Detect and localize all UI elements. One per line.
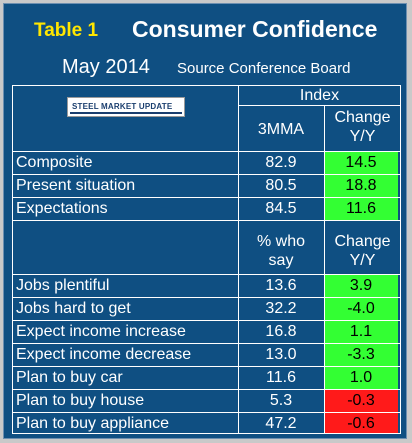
row-label-plan-to-buy-house: Plan to buy house: [16, 392, 145, 409]
grid-line: [12, 297, 401, 298]
change-cell-plan-to-buy-appliance: -0.6: [324, 412, 398, 434]
change-header-2-line1: Change: [334, 233, 391, 250]
grid-line: [324, 105, 325, 434]
change-value: 18.8: [345, 177, 377, 194]
source-note: Source Conference Board: [177, 60, 351, 77]
grid-line: [12, 151, 401, 152]
grid-line: [12, 85, 401, 86]
change-cell-plan-to-buy-car: 1.0: [324, 366, 398, 389]
change-value: -0.6: [347, 415, 375, 432]
row-label-jobs-plentiful: Jobs plentiful: [16, 277, 110, 294]
grid-line: [400, 85, 401, 434]
value-plan-to-buy-appliance: 47.2: [265, 415, 297, 432]
change-value: -4.0: [347, 300, 375, 317]
row-label-plan-to-buy-car: Plan to buy car: [16, 369, 123, 386]
grid-line: [12, 389, 401, 390]
subtitle-row: May 2014 Source Conference Board: [4, 56, 406, 80]
change-value: 1.0: [349, 369, 373, 386]
grid-line: [12, 220, 401, 221]
page-title: Consumer Confidence: [132, 16, 378, 42]
row-label-composite: Composite: [16, 154, 93, 171]
row-label-expect-income-increase: Expect income increase: [16, 323, 186, 340]
change-cell-jobs-plentiful: 3.9: [324, 274, 398, 297]
change-cell-plan-to-buy-house: -0.3: [324, 389, 398, 412]
steel-market-update-logo: STEEL MARKET UPDATE: [67, 97, 185, 117]
change-value: 3.9: [349, 277, 373, 294]
grid-line: [12, 433, 401, 434]
change-header-2-line2: Y/Y: [349, 252, 376, 269]
change-value: 14.5: [345, 154, 377, 171]
grid-line: [12, 174, 401, 175]
change-cell-jobs-hard-to-get: -4.0: [324, 297, 398, 320]
table-label: Table 1: [34, 20, 99, 41]
row-label-expectations: Expectations: [16, 200, 108, 217]
title-row: Table 1 Consumer Confidence: [4, 16, 406, 46]
logo-text: STEEL MARKET UPDATE: [72, 102, 173, 111]
value-jobs-hard-to-get: 32.2: [265, 300, 297, 317]
value-expect-income-increase: 16.8: [265, 323, 297, 340]
row-label-plan-to-buy-appliance: Plan to buy appliance: [16, 415, 169, 432]
change-cell-present-situation: 18.8: [324, 174, 398, 197]
value-present-situation: 80.5: [265, 177, 297, 194]
grid-line: [238, 105, 401, 106]
mma-header: 3MMA: [257, 121, 305, 138]
change-header-1-line2: Y/Y: [349, 128, 376, 145]
row-label-present-situation: Present situation: [16, 177, 136, 194]
row-label-jobs-hard-to-get: Jobs hard to get: [16, 300, 131, 317]
value-plan-to-buy-house: 5.3: [269, 392, 293, 409]
grid-line: [12, 274, 401, 275]
grid-line: [12, 366, 401, 367]
pct-header-line1: % who: [256, 233, 306, 250]
value-jobs-plentiful: 13.6: [265, 277, 297, 294]
report-date: May 2014: [62, 56, 150, 78]
change-cell-composite: 14.5: [324, 151, 398, 174]
row-label-expect-income-decrease: Expect income decrease: [16, 346, 192, 363]
change-cell-expectations: 11.6: [324, 197, 398, 220]
change-value: 11.6: [346, 200, 376, 217]
change-value: -3.3: [347, 346, 375, 363]
logo-stripe: [70, 112, 182, 114]
grid-line: [12, 85, 13, 434]
grid-line: [12, 320, 401, 321]
value-expect-income-decrease: 13.0: [265, 346, 297, 363]
grid-line: [238, 85, 239, 434]
index-header: Index: [299, 87, 340, 104]
value-composite: 82.9: [265, 154, 297, 171]
grid-line: [12, 343, 401, 344]
change-value: -0.3: [347, 392, 375, 409]
pct-header-line2: say: [268, 252, 294, 269]
change-value: 1.1: [349, 323, 373, 340]
grid-line: [12, 412, 401, 413]
grid-line: [12, 197, 401, 198]
change-cell-expect-income-decrease: -3.3: [324, 343, 398, 366]
change-cell-expect-income-increase: 1.1: [324, 320, 398, 343]
value-plan-to-buy-car: 11.6: [266, 369, 296, 386]
table-panel: Table 1 Consumer Confidence May 2014 Sou…: [3, 3, 407, 439]
data-table: STEEL MARKET UPDATE Index 3MMA Change Y/…: [12, 85, 401, 434]
value-expectations: 84.5: [265, 200, 297, 217]
change-header-1-line1: Change: [334, 109, 391, 126]
